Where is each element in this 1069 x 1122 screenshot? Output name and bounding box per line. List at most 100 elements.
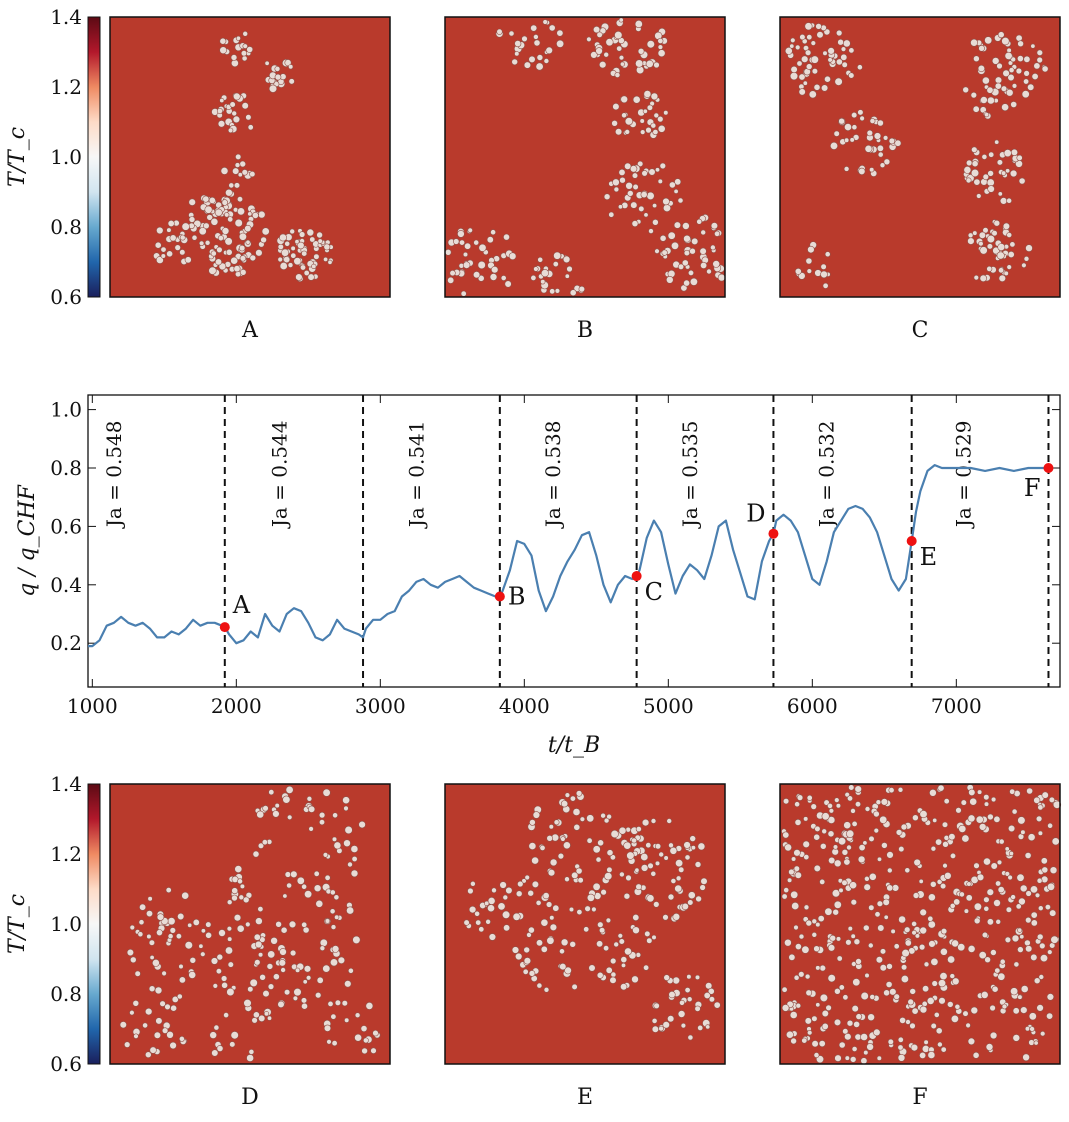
- bubble: [227, 127, 234, 134]
- bubble: [822, 282, 829, 289]
- bubble: [575, 867, 583, 875]
- bubble: [667, 1015, 675, 1023]
- bubble: [901, 948, 910, 958]
- bubble: [171, 995, 179, 1003]
- bubble: [781, 893, 788, 900]
- bubble: [837, 837, 847, 846]
- bubble: [489, 273, 498, 281]
- bubble: [695, 895, 702, 903]
- bubble: [873, 1028, 881, 1037]
- bubble: [178, 976, 186, 984]
- bubble: [1019, 934, 1025, 940]
- bubble: [850, 933, 856, 939]
- bubble: [579, 816, 586, 822]
- bubble: [1031, 73, 1039, 81]
- bubble: [953, 898, 961, 906]
- bubble: [468, 905, 477, 914]
- bubble: [626, 190, 634, 197]
- bottom-colorbar-tick-label: 1.0: [50, 912, 82, 936]
- bubble: [249, 254, 257, 262]
- bubble: [337, 956, 346, 964]
- bubble: [707, 987, 715, 995]
- bubble: [620, 956, 628, 963]
- bubble: [595, 856, 602, 863]
- bubble: [187, 922, 193, 928]
- bubble: [266, 963, 274, 970]
- snapshot-marker-label: B: [508, 582, 526, 610]
- bubble: [603, 51, 610, 58]
- bubble: [929, 788, 937, 797]
- bubble: [523, 957, 532, 965]
- bubble: [542, 892, 550, 900]
- bubble: [970, 91, 977, 99]
- bubble: [713, 1001, 721, 1009]
- bottom-colorbar-tick-label: 1.4: [50, 772, 82, 796]
- bubble: [965, 894, 973, 902]
- bubble: [1051, 837, 1060, 846]
- bubble: [331, 945, 340, 953]
- bubble: [831, 889, 841, 898]
- bubble: [888, 137, 896, 145]
- bubble: [257, 906, 264, 913]
- bubble: [879, 162, 886, 168]
- bubble: [634, 19, 643, 28]
- bubble: [484, 900, 490, 907]
- bubble: [937, 784, 945, 792]
- bubble: [323, 256, 329, 262]
- bubble: [1027, 833, 1036, 842]
- bubble: [857, 64, 863, 71]
- bubble: [877, 119, 884, 127]
- bubble: [824, 907, 833, 916]
- bubble: [972, 230, 978, 236]
- bubble: [813, 833, 821, 841]
- bubble: [899, 1017, 906, 1024]
- bubble: [919, 908, 927, 917]
- bubble: [278, 959, 286, 967]
- bubble: [804, 1017, 812, 1025]
- bubble: [284, 240, 291, 247]
- bubble: [790, 65, 798, 74]
- bubble: [154, 986, 163, 995]
- bubble: [819, 878, 826, 885]
- bubble: [840, 46, 847, 52]
- bubble: [820, 84, 829, 92]
- bubble: [216, 953, 224, 961]
- snapshot-marker: [219, 622, 230, 633]
- bubble: [258, 952, 264, 958]
- bubble: [967, 1037, 976, 1046]
- bubble: [184, 256, 192, 264]
- bubble: [838, 887, 844, 894]
- bubble: [942, 840, 949, 848]
- bubble: [637, 160, 644, 167]
- bubble: [986, 178, 995, 187]
- bubble: [894, 139, 902, 147]
- bubble: [998, 274, 1006, 282]
- bubble: [205, 921, 212, 928]
- bubble: [930, 1022, 937, 1030]
- bubble: [272, 973, 280, 981]
- bubble: [240, 50, 248, 57]
- bubble: [866, 129, 873, 137]
- bubble: [643, 90, 652, 98]
- bubble: [1040, 857, 1048, 865]
- bubble: [1037, 830, 1043, 836]
- bubble: [189, 956, 197, 964]
- bubble: [249, 978, 258, 988]
- x-tick-label: 4000: [499, 694, 550, 718]
- bubble: [169, 1041, 177, 1050]
- bubble: [549, 923, 558, 931]
- bubble: [528, 970, 536, 977]
- bubble: [818, 1040, 826, 1048]
- bubble: [668, 842, 674, 849]
- snapshot-marker: [906, 536, 917, 546]
- bubble: [864, 144, 873, 153]
- bubble: [941, 821, 949, 828]
- bubble: [220, 975, 228, 982]
- bubble: [958, 824, 967, 833]
- bubble: [148, 939, 155, 946]
- bubble: [233, 92, 241, 101]
- bubble: [662, 1021, 670, 1029]
- bubble: [794, 267, 802, 275]
- bubble: [536, 54, 544, 61]
- bubble-field: [463, 790, 721, 1041]
